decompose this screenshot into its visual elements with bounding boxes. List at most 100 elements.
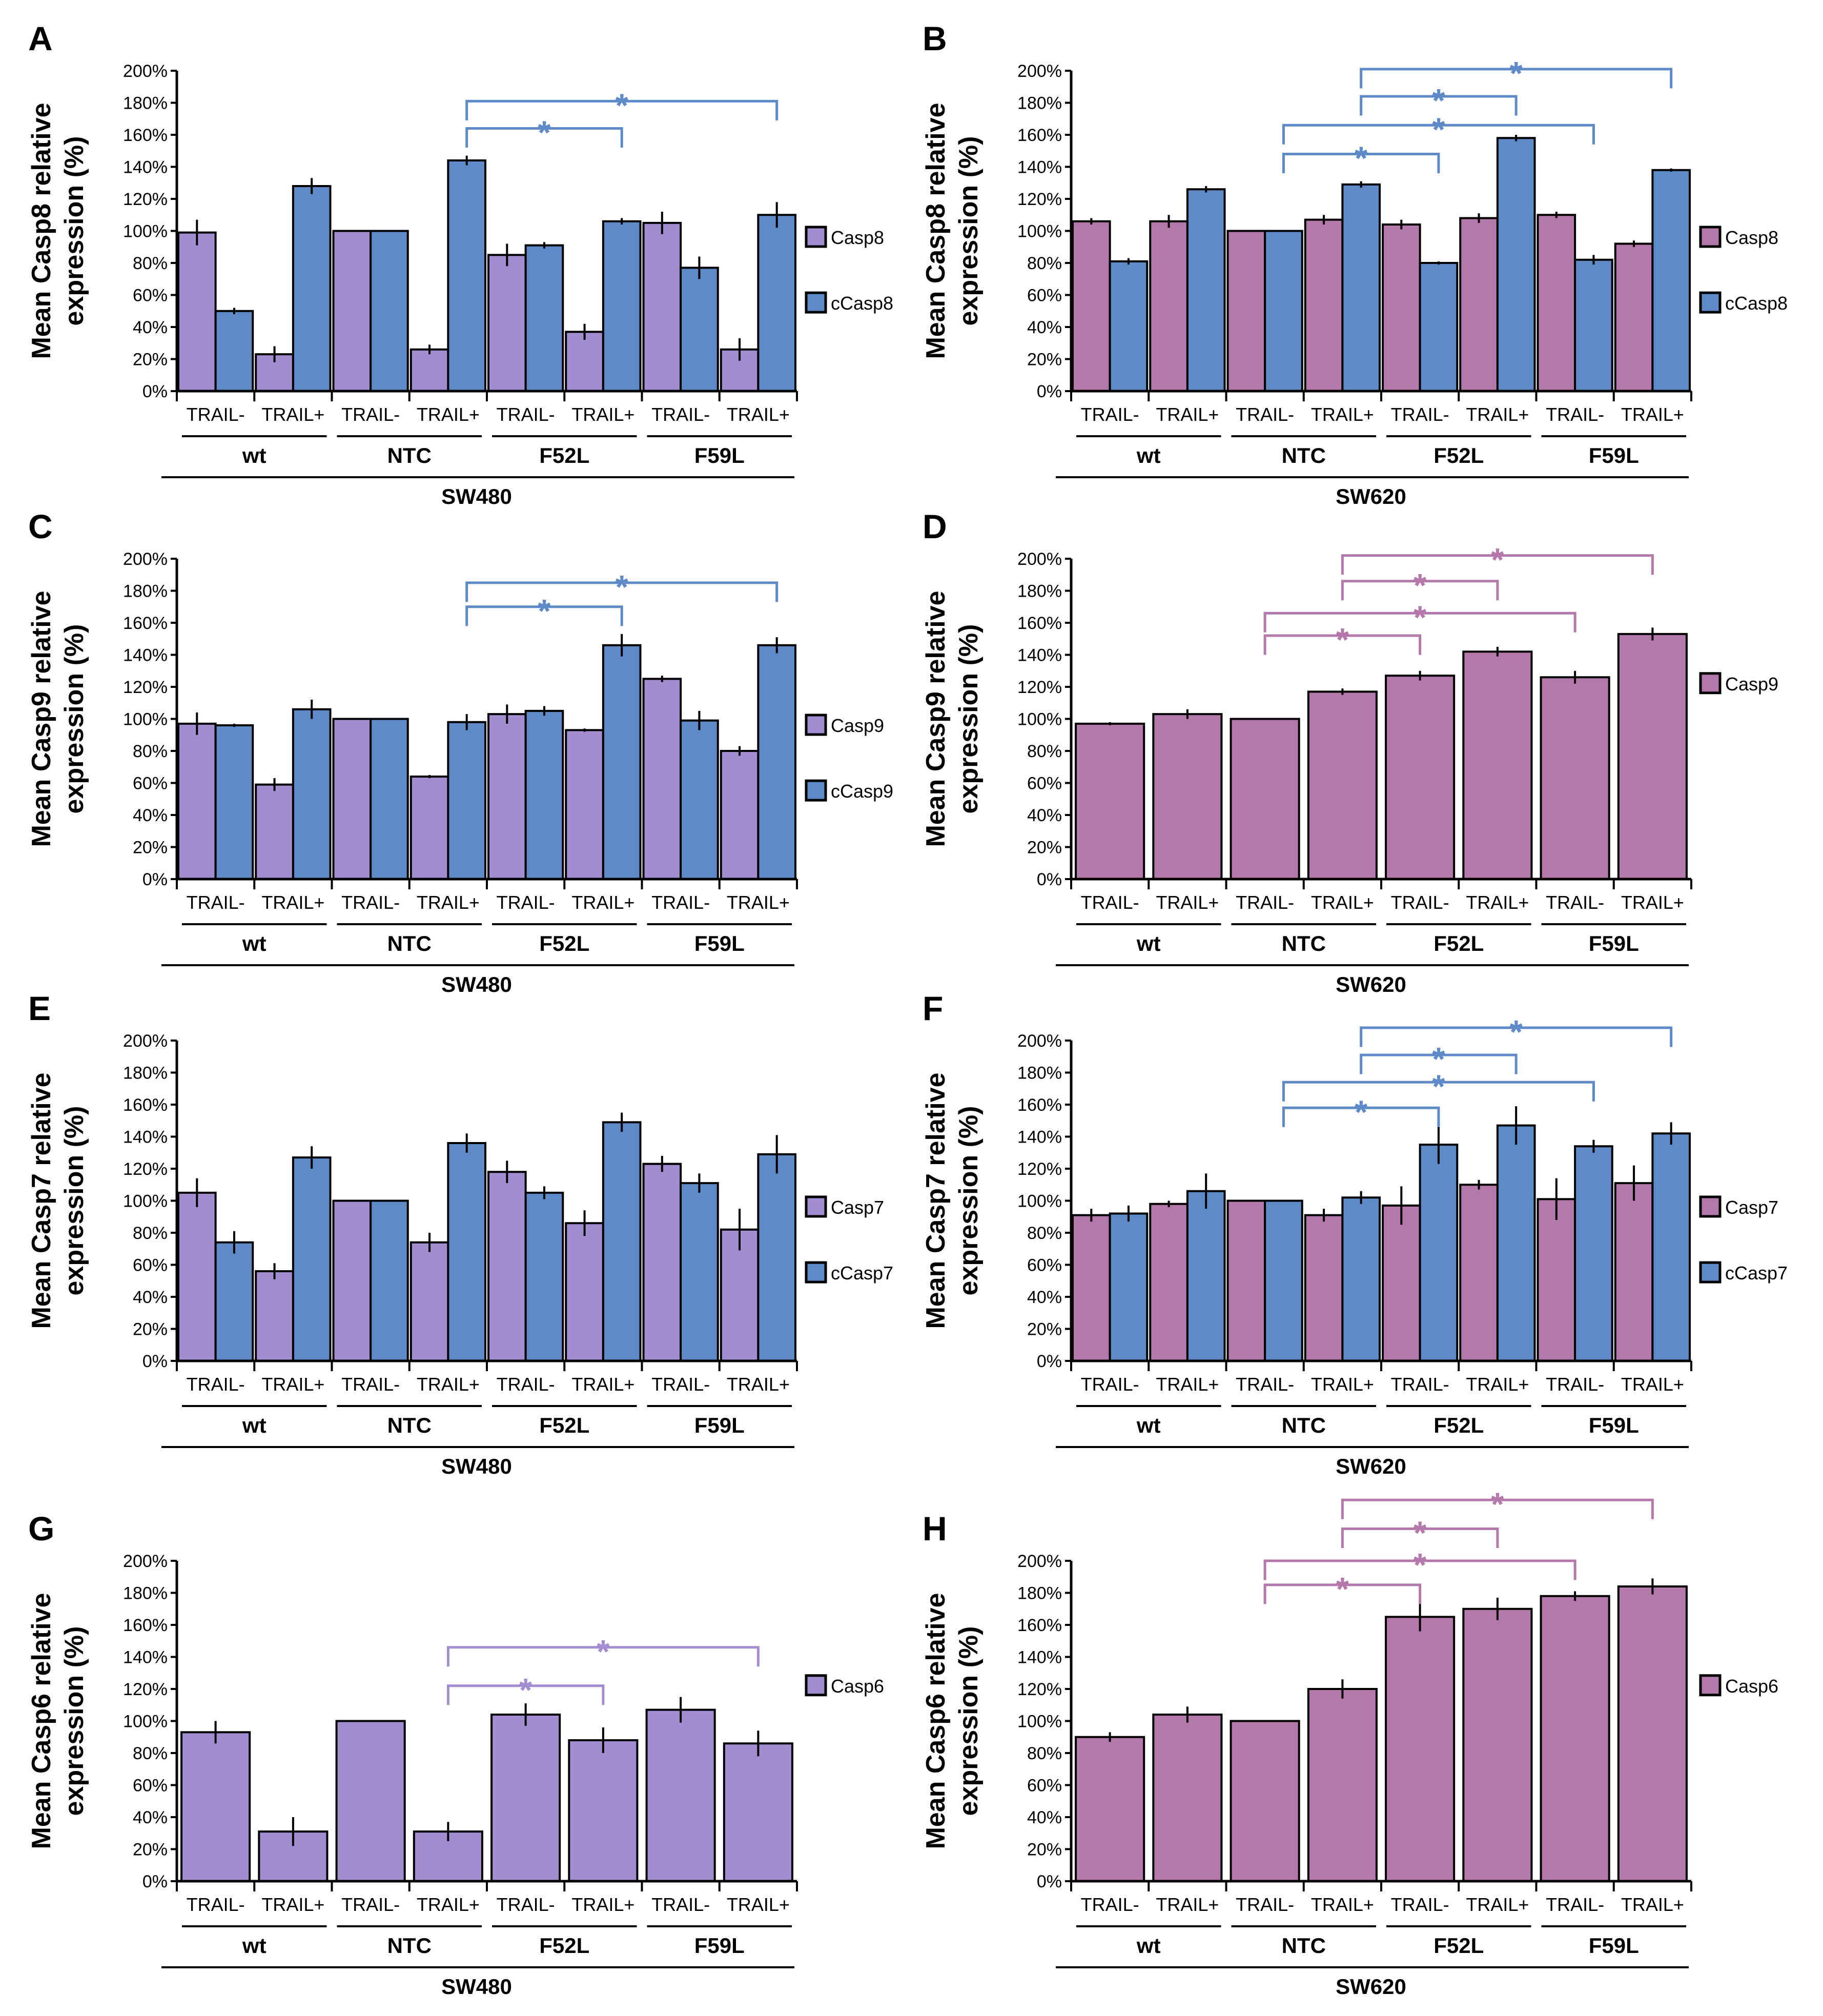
y-tick-label: 120%	[1017, 190, 1062, 209]
condition-label: TRAIL+	[261, 1374, 324, 1395]
bar-Casp9	[332, 718, 372, 880]
condition-label: TRAIL+	[417, 1374, 480, 1395]
y-tick-label: 140%	[123, 158, 168, 177]
bar-Casp6	[1385, 1616, 1456, 1882]
bar-cCasp8	[1264, 230, 1303, 392]
condition-label: TRAIL+	[261, 1894, 324, 1915]
significance-star: *	[1336, 621, 1349, 658]
panel-label: C	[28, 507, 53, 545]
bar-Casp7	[1614, 1182, 1654, 1362]
legend-label: cCasp8	[831, 293, 893, 314]
y-tick-label: 200%	[1017, 62, 1062, 81]
y-axis-title: Mean Casp6 relative expression (%)	[921, 1593, 984, 1849]
y-axis-title: Mean Casp9 relative expression (%)	[921, 590, 984, 847]
y-tick-label: 20%	[1027, 350, 1062, 370]
bar-Casp7	[720, 1228, 760, 1362]
y-tick-label: 180%	[123, 94, 168, 113]
legend-label: Casp7	[831, 1197, 884, 1218]
y-tick-label: 100%	[123, 1192, 168, 1211]
condition-label: TRAIL-	[651, 1374, 710, 1395]
bar-cCasp8	[214, 310, 254, 392]
group-label: F59L	[1589, 1413, 1639, 1437]
bar-cCasp9	[214, 724, 254, 880]
condition-label: TRAIL+	[1311, 1894, 1374, 1915]
bar-cCasp7	[1264, 1199, 1303, 1362]
group-label: NTC	[1282, 1933, 1326, 1958]
y-axis-title: Mean Casp9 relative expression (%)	[27, 590, 89, 847]
bar-cCasp7	[214, 1241, 254, 1362]
y-axis-title: Mean Casp8 relative expression (%)	[921, 103, 984, 359]
bar-Casp8	[1537, 214, 1576, 392]
condition-label: TRAIL+	[1156, 1894, 1219, 1915]
y-tick-label: 160%	[123, 1616, 168, 1635]
condition-label: TRAIL+	[571, 1374, 634, 1395]
y-axis-title-line: expression (%)	[59, 1106, 89, 1296]
group-label: F59L	[1589, 931, 1639, 955]
condition-label: TRAIL-	[1081, 1374, 1139, 1395]
bar-Casp7	[1537, 1198, 1576, 1362]
significance-star: *	[1432, 1068, 1445, 1105]
group-label: F52L	[539, 931, 589, 955]
y-tick-label: 160%	[1017, 614, 1062, 633]
bar-cCasp9	[757, 644, 796, 880]
group-label: NTC	[387, 931, 432, 955]
y-tick-label: 20%	[1027, 1320, 1062, 1339]
legend-swatch	[805, 1674, 827, 1697]
condition-label: TRAIL-	[497, 892, 555, 913]
significance-bracket	[1360, 68, 1673, 89]
y-tick-label: 200%	[123, 1031, 168, 1051]
group-label: wt	[1136, 931, 1161, 955]
y-tick-label: 60%	[133, 1776, 168, 1796]
y-tick-label: 120%	[123, 190, 168, 209]
group-label: F59L	[694, 443, 745, 467]
y-tick-label: 160%	[123, 126, 168, 145]
condition-label: TRAIL+	[1156, 1374, 1219, 1395]
bar-Casp7	[1149, 1203, 1189, 1362]
y-tick-label: 180%	[1017, 1584, 1062, 1603]
bar-cCasp8	[1419, 262, 1459, 392]
group-label: wt	[242, 443, 267, 467]
significance-star: *	[1414, 599, 1426, 636]
legend-swatch	[1699, 672, 1722, 695]
y-tick-label: 60%	[133, 286, 168, 306]
group-label: F59L	[1589, 443, 1639, 467]
group-label: F59L	[694, 1933, 745, 1958]
significance-star: *	[538, 114, 550, 151]
significance-bracket	[1263, 1583, 1422, 1604]
significance-bracket	[1282, 1106, 1440, 1127]
condition-label: TRAIL-	[651, 892, 710, 913]
group-label: NTC	[1282, 931, 1326, 955]
significance-star: *	[1355, 140, 1367, 177]
bar-Casp7	[1304, 1214, 1344, 1362]
bar-Casp8	[332, 230, 372, 392]
significance-star: *	[519, 1672, 532, 1708]
significance-star: *	[1432, 82, 1445, 119]
y-tick-label: 20%	[1027, 838, 1062, 858]
condition-label: TRAIL+	[1156, 892, 1219, 913]
y-tick-label: 0%	[142, 1872, 168, 1891]
bar-cCasp8	[1651, 169, 1691, 392]
condition-label: TRAIL+	[727, 1894, 790, 1915]
y-tick-label: 80%	[133, 1744, 168, 1763]
y-tick-label: 180%	[1017, 94, 1062, 113]
y-tick-label: 120%	[123, 1680, 168, 1699]
y-tick-label: 140%	[123, 1648, 168, 1667]
condition-label: TRAIL+	[417, 404, 480, 425]
significance-star: *	[1355, 1093, 1367, 1130]
panel-label: B	[923, 19, 947, 57]
bar-cCasp8	[292, 185, 332, 392]
condition-label: TRAIL-	[1236, 404, 1294, 425]
y-axis-title-line: Mean Casp6 relative	[27, 1593, 56, 1849]
group-label: wt	[242, 1413, 267, 1437]
panel-E: E Mean Casp7 relative expression (%) 0% 20% 4…	[27, 989, 893, 1478]
significance-star: *	[1491, 541, 1504, 578]
condition-label: TRAIL+	[727, 1374, 790, 1395]
significance-star: *	[1510, 55, 1523, 92]
condition-label: TRAIL+	[1621, 892, 1684, 913]
y-tick-label: 80%	[1027, 254, 1062, 273]
group-label: wt	[1136, 1933, 1161, 1958]
bar-Casp6	[1307, 1688, 1378, 1882]
legend-label: Casp7	[1725, 1197, 1778, 1218]
panel-label: F	[923, 989, 943, 1027]
